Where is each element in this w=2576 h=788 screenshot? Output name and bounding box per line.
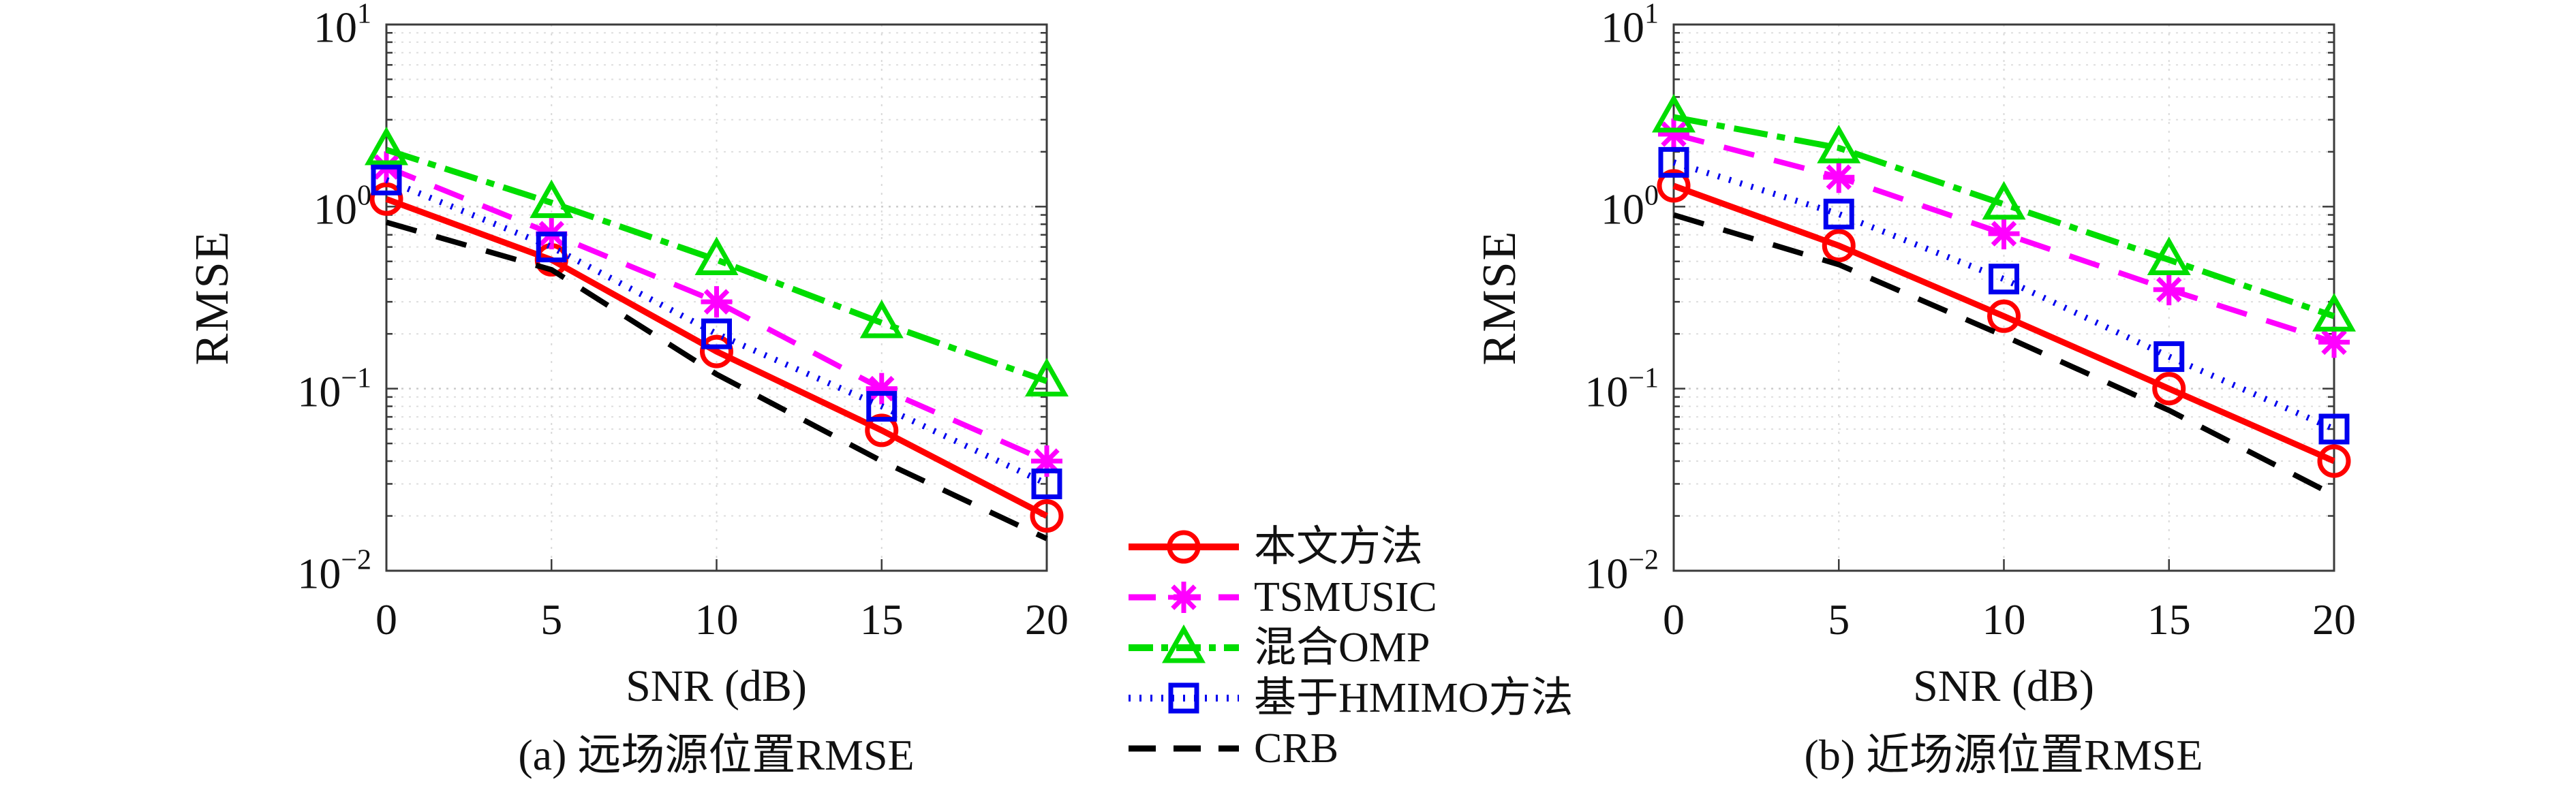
series-marker-square-icon [2318, 413, 2350, 445]
series-marker-square-icon [701, 318, 732, 349]
series-marker-square-icon [2153, 341, 2185, 373]
chart-caption-a: (a) 远场源位置RMSE [518, 731, 915, 779]
legend-item-4: CRB [1126, 721, 1338, 776]
x-axis-label-b: SNR (dB) [1913, 661, 2094, 711]
series-marker-asterisk-icon [1823, 161, 1855, 193]
series-marker-asterisk-icon [1658, 118, 1689, 150]
series-line-4 [385, 219, 1048, 541]
y-tick-label: 10−2 [297, 544, 371, 598]
x-tick-label: 20 [1025, 595, 1069, 644]
series-line-3 [385, 177, 1048, 487]
y-axis-label-a: RMSE [186, 230, 239, 366]
y-tick-label: 10−1 [1584, 362, 1659, 416]
y-tick-label: 10−1 [297, 362, 371, 416]
legend-label: TSMUSIC [1254, 574, 1437, 620]
y-tick-label: 10−2 [1584, 544, 1659, 598]
series-marker-square-icon [866, 391, 898, 422]
y-tick-label: 100 [1601, 180, 1659, 234]
series-line-1 [385, 164, 1048, 464]
legend-item-3: 基于HMIMO方法 [1126, 671, 1573, 725]
series-marker-triangle-icon [1817, 125, 1861, 163]
series-marker-square-icon [1823, 198, 1854, 230]
series-marker-circle-icon [700, 334, 733, 368]
series-marker-circle-icon [1030, 499, 1064, 533]
series-marker-asterisk-icon [701, 286, 733, 318]
series-marker-triangle-icon [1162, 624, 1206, 663]
series-marker-asterisk-icon [2153, 274, 2185, 306]
legend-line-sample [1129, 624, 1239, 663]
series-marker-asterisk-icon [1168, 582, 1199, 613]
chart-caption-b: (b) 近场源位置RMSE [1804, 731, 2203, 779]
series-marker-triangle-icon [2147, 236, 2191, 276]
series-marker-circle-icon [1657, 169, 1691, 203]
series-line-0 [1672, 183, 2335, 464]
series-line-1 [1672, 131, 2335, 345]
series-marker-triangle-icon [1982, 180, 2026, 220]
series-marker-triangle-icon [694, 236, 739, 276]
legend-line-sample [1129, 745, 1239, 752]
series-marker-circle-icon [1822, 229, 1856, 263]
plot-area-a [365, 23, 1069, 572]
legend-label: 本文方法 [1254, 524, 1424, 570]
series-marker-triangle-icon [859, 299, 904, 338]
plot-border [1672, 23, 2335, 572]
series-marker-square-icon [1989, 264, 2019, 295]
legend-item-2: 混合OMP [1126, 620, 1430, 675]
series-line-2 [1673, 114, 2335, 319]
legend-line-sample [1129, 582, 1239, 613]
series-marker-square-icon [1168, 682, 1199, 714]
series-line-4 [1672, 212, 2335, 498]
y-axis-label-b: RMSE [1473, 230, 1526, 366]
x-tick-label: 5 [1828, 595, 1850, 644]
x-tick-label: 15 [2147, 595, 2191, 644]
series-marker-triangle-icon [365, 126, 408, 166]
series-marker-circle-icon [865, 413, 899, 447]
plot-area-b [1652, 23, 2356, 572]
series-marker-square-icon [536, 232, 567, 263]
series-marker-asterisk-icon [1988, 218, 2020, 250]
series-marker-circle-icon [369, 182, 403, 216]
legend-line-sample [1129, 530, 1239, 564]
series-marker-square-icon [371, 164, 402, 195]
series-marker-square-icon [1031, 468, 1062, 499]
legend-label: CRB [1254, 725, 1339, 772]
series-marker-asterisk-icon [865, 373, 898, 405]
x-tick-label: 15 [859, 595, 904, 644]
series-marker-triangle-icon [1652, 93, 1696, 133]
series-marker-circle-icon [2152, 372, 2186, 406]
series-marker-triangle-icon [1025, 358, 1069, 397]
x-tick-label: 0 [1663, 595, 1685, 644]
x-axis-label-a: SNR (dB) [626, 661, 807, 711]
series-marker-square-icon [1658, 146, 1689, 178]
legend-item-1: TSMUSIC [1126, 570, 1437, 625]
x-tick-label: 20 [2312, 595, 2356, 644]
legend-line-sample [1129, 682, 1239, 714]
x-tick-label: 5 [540, 595, 563, 644]
series-marker-triangle-icon [530, 179, 574, 219]
series-marker-circle-icon [1167, 530, 1201, 564]
series-marker-asterisk-icon [2318, 326, 2350, 358]
y-tick-label: 101 [1601, 0, 1659, 52]
x-tick-label: 10 [694, 595, 739, 644]
series-line-2 [385, 146, 1048, 384]
y-tick-label: 101 [313, 0, 371, 52]
series-marker-circle-icon [1987, 299, 2021, 333]
x-tick-label: 10 [1982, 595, 2026, 644]
series-marker-circle-icon [2317, 444, 2351, 478]
legend-label: 混合OMP [1254, 625, 1430, 671]
legend-item-0: 本文方法 [1126, 520, 1423, 574]
y-tick-label: 100 [313, 180, 371, 234]
series-line-0 [385, 196, 1049, 519]
series-marker-triangle-icon [2312, 293, 2356, 332]
x-tick-label: 0 [375, 595, 397, 644]
legend-label: 基于HMIMO方法 [1254, 675, 1574, 721]
